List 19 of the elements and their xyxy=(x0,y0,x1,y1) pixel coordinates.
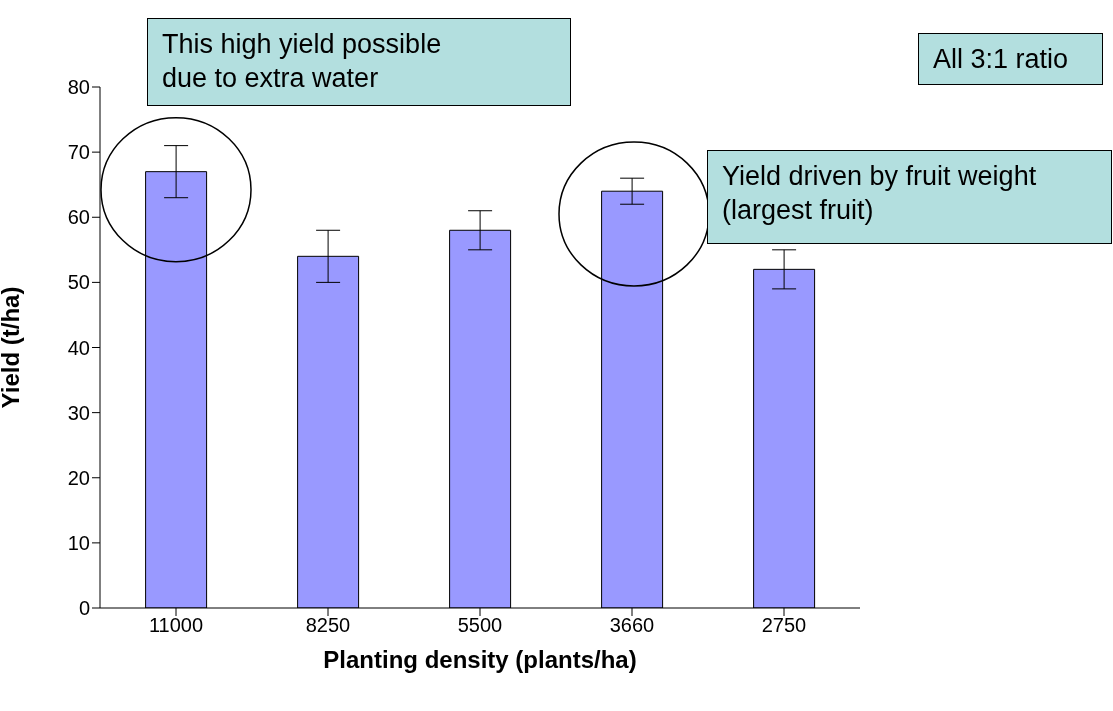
y-tick-label: 30 xyxy=(67,401,90,424)
callout-box: This high yield possible due to extra water xyxy=(147,18,571,106)
y-tick-label: 0 xyxy=(78,597,90,620)
y-tick-label: 20 xyxy=(67,466,90,489)
x-tick-label: 5500 xyxy=(457,614,503,637)
y-tick-label: 50 xyxy=(67,271,90,294)
x-tick-label: 11000 xyxy=(148,614,204,637)
callout-box: All 3:1 ratio xyxy=(918,33,1103,85)
y-tick-label: 80 xyxy=(67,76,90,99)
x-axis-title: Planting density (plants/ha) xyxy=(323,646,637,673)
y-tick-label: 70 xyxy=(67,141,90,164)
y-tick-label: 60 xyxy=(67,206,90,229)
x-tick-label: 2750 xyxy=(761,614,807,637)
callout-box: Yield driven by fruit weight (largest fruit) xyxy=(707,150,1112,244)
y-axis-title: Yield (t/ha) xyxy=(0,286,24,409)
x-tick-label: 3660 xyxy=(609,614,655,637)
y-tick-label: 40 xyxy=(67,336,90,359)
y-tick-label: 10 xyxy=(67,531,90,554)
x-tick-label: 8250 xyxy=(305,614,351,637)
